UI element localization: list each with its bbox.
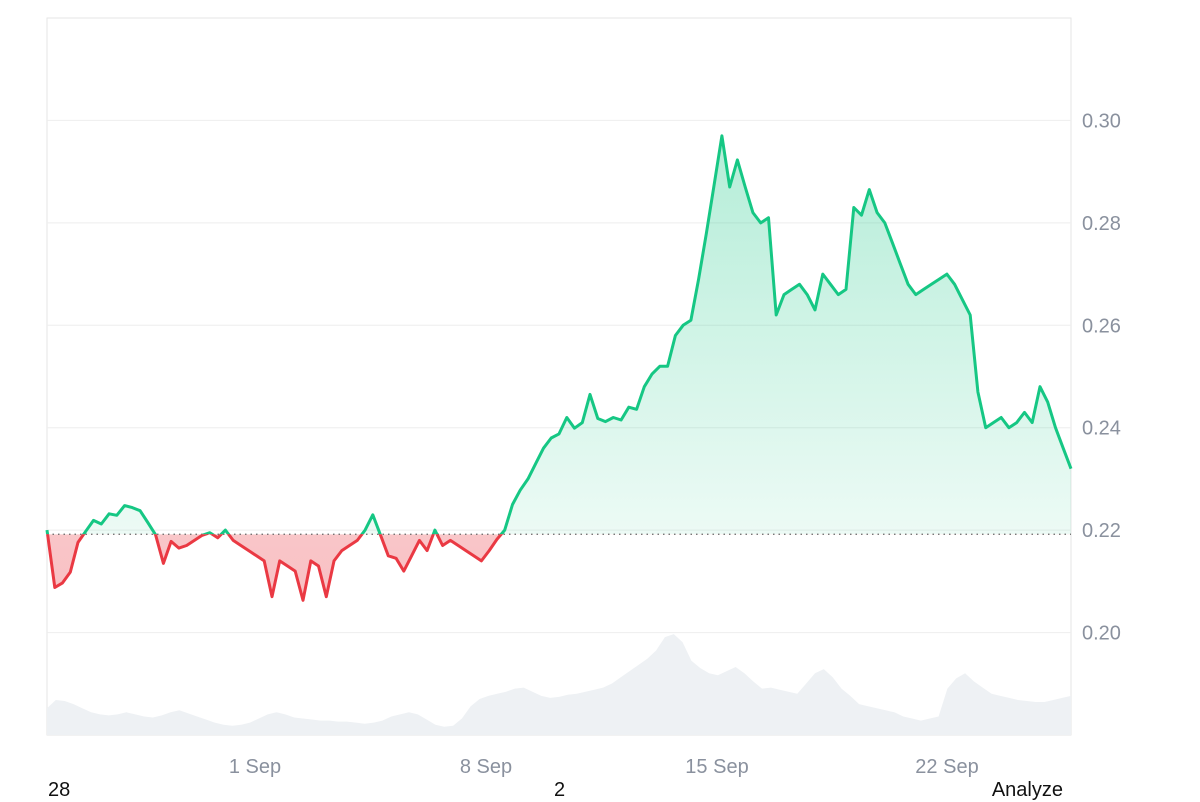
footer-left-label: 28 [48,779,71,801]
x-tick-label: 22 Sep [915,756,978,778]
volume-area [47,634,1071,735]
y-tick-label: 0.30 [1082,110,1121,132]
price-lines [45,134,1073,602]
footer-middle-label: 2 [554,779,566,801]
up-area-fill [47,135,1071,535]
analyze-link[interactable]: Analyze [991,779,1063,801]
x-tick-label: 1 Sep [229,756,281,778]
volume-shape [47,634,1071,735]
y-axis-ticks: 0.30 0.28 0.26 0.24 0.22 0.20 [1082,110,1121,644]
price-line-down [46,534,504,602]
x-tick-label: 8 Sep [460,756,512,778]
x-tick-label: 15 Sep [685,756,748,778]
y-tick-label: 0.26 [1082,315,1121,337]
y-tick-label: 0.24 [1082,418,1121,440]
y-tick-label: 0.22 [1082,520,1121,542]
price-line-up [45,134,1073,535]
y-tick-label: 0.28 [1082,213,1121,235]
x-axis-ticks: 1 Sep 8 Sep 15 Sep 22 Sep [229,756,979,778]
y-tick-label: 0.20 [1082,623,1121,645]
